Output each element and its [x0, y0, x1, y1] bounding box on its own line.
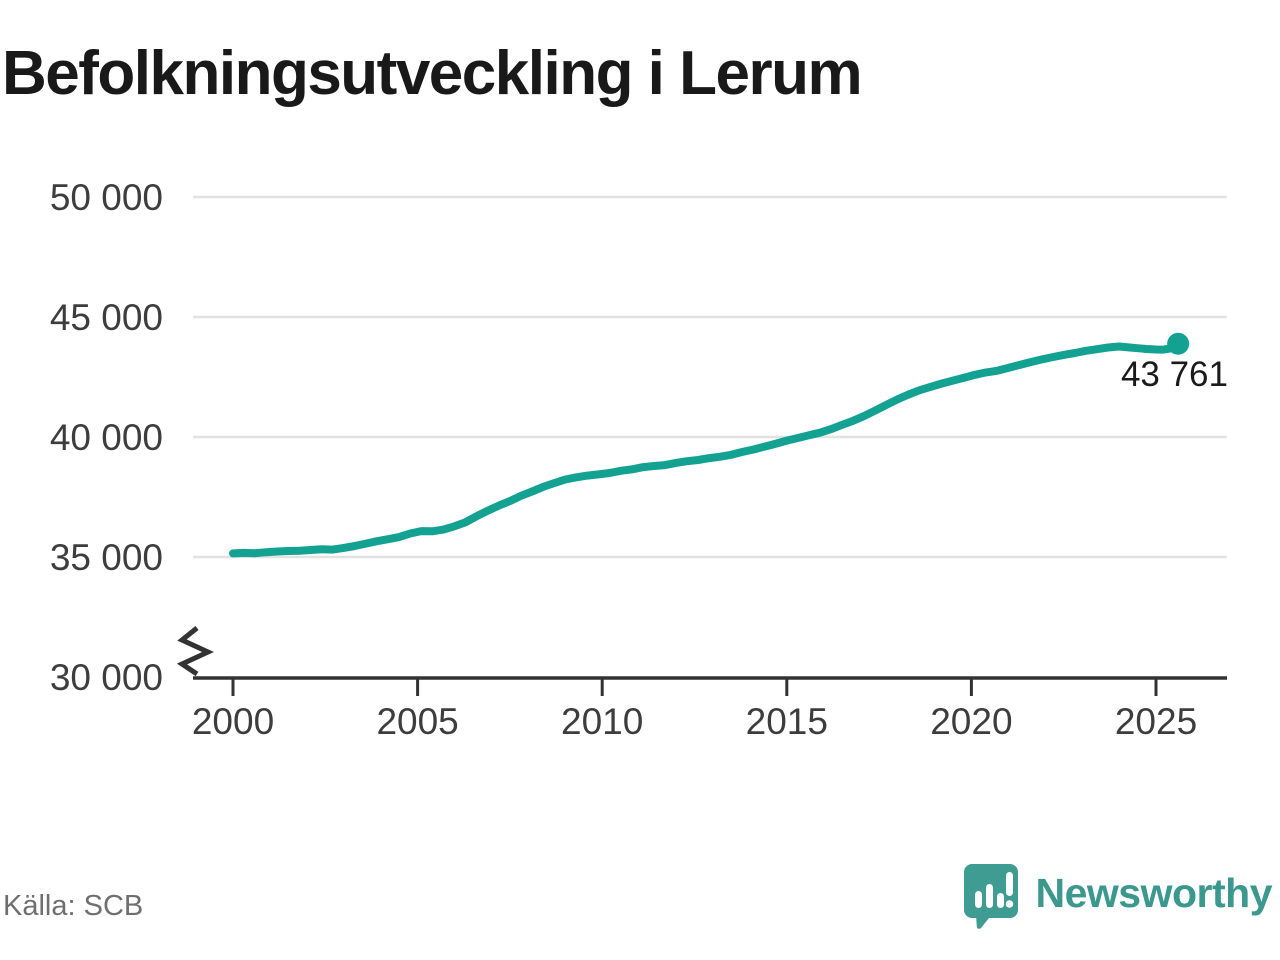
data-line	[229, 342, 1183, 558]
last-point-dot	[1167, 332, 1190, 355]
newsworthy-logo-icon	[963, 864, 1018, 929]
population-series-line	[229, 342, 1183, 558]
y-tick-label: 35 000	[50, 537, 163, 578]
y-tick-label: 50 000	[50, 177, 163, 218]
y-tick-label: 45 000	[50, 297, 163, 338]
x-tick-label: 2005	[376, 701, 458, 742]
y-axis-labels: 50 000 45 000 40 000 35 000 30 000	[50, 177, 163, 698]
last-value-text: 43 761	[1121, 355, 1228, 394]
brand-name: Newsworthy	[1035, 869, 1273, 916]
x-axis-labels: 2000 2005 2010 2015 2020 2025	[192, 701, 1197, 742]
chart-title: Befolkningsutveckling i Lerum	[2, 39, 863, 108]
last-value-label: 43 761	[1121, 355, 1228, 394]
gridlines	[193, 195, 1227, 559]
x-tick-label: 2000	[192, 701, 274, 742]
x-tick-label: 2020	[930, 701, 1012, 742]
y-tick-label: 40 000	[50, 417, 163, 458]
y-axis-break-icon	[176, 626, 214, 677]
last-point-marker	[1167, 332, 1190, 355]
source-note: Källa: SCB	[3, 890, 144, 922]
x-axis-ticks	[231, 678, 1158, 696]
y-tick-label: 30 000	[50, 657, 163, 698]
x-tick-label: 2010	[561, 701, 643, 742]
brand-footer: Newsworthy	[962, 860, 1273, 932]
x-tick-label: 2025	[1115, 701, 1197, 742]
x-tick-label: 2015	[746, 701, 828, 742]
